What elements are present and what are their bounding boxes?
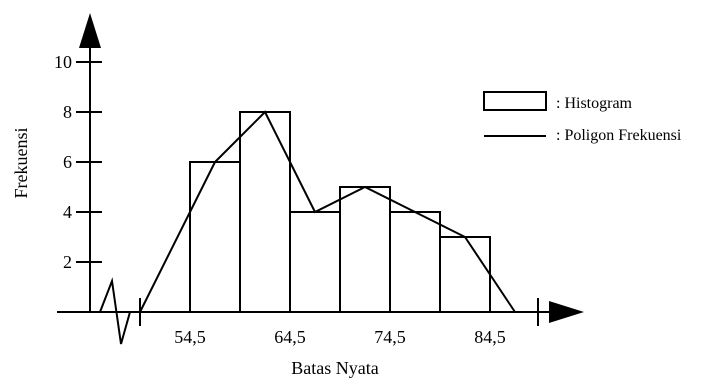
legend-histogram-swatch: [483, 91, 547, 111]
legend-histogram-label: : Histogram: [556, 95, 633, 112]
histogram-bar: [439, 236, 491, 313]
axis-break: [99, 277, 139, 345]
x-axis-label: Batas Nyata: [291, 358, 378, 378]
histogram-bar: [339, 186, 391, 313]
x-tick-label: 84,5: [474, 327, 506, 347]
y-axis-label: Frekuensi: [11, 128, 31, 199]
x-tick-label: 74,5: [374, 327, 406, 347]
axis-ticks: 2 4 6 8 10 54,5 64,5 74,5 84,5: [54, 52, 506, 347]
polygon-line: [139, 110, 516, 313]
y-tick-label: 6: [63, 152, 72, 172]
legend: : Histogram : Poligon Frekuensi: [483, 91, 682, 144]
axes: [57, 13, 584, 345]
y-axis-arrow: [79, 13, 101, 48]
y-tick-label: 4: [63, 202, 72, 222]
x-tick-label: 64,5: [274, 327, 306, 347]
histogram-bar: [239, 111, 291, 313]
y-tick-label: 10: [54, 52, 72, 72]
y-tick-label: 2: [63, 252, 72, 272]
frequency-polygon: [139, 110, 516, 313]
histogram-bar: [389, 211, 441, 313]
histogram-bar: [289, 211, 341, 313]
x-tick-label: 54,5: [174, 327, 206, 347]
legend-polygon-label: : Poligon Frekuensi: [556, 127, 682, 144]
y-tick-label: 8: [63, 102, 72, 122]
x-axis-arrow: [549, 301, 584, 323]
histogram-bar: [189, 161, 241, 313]
